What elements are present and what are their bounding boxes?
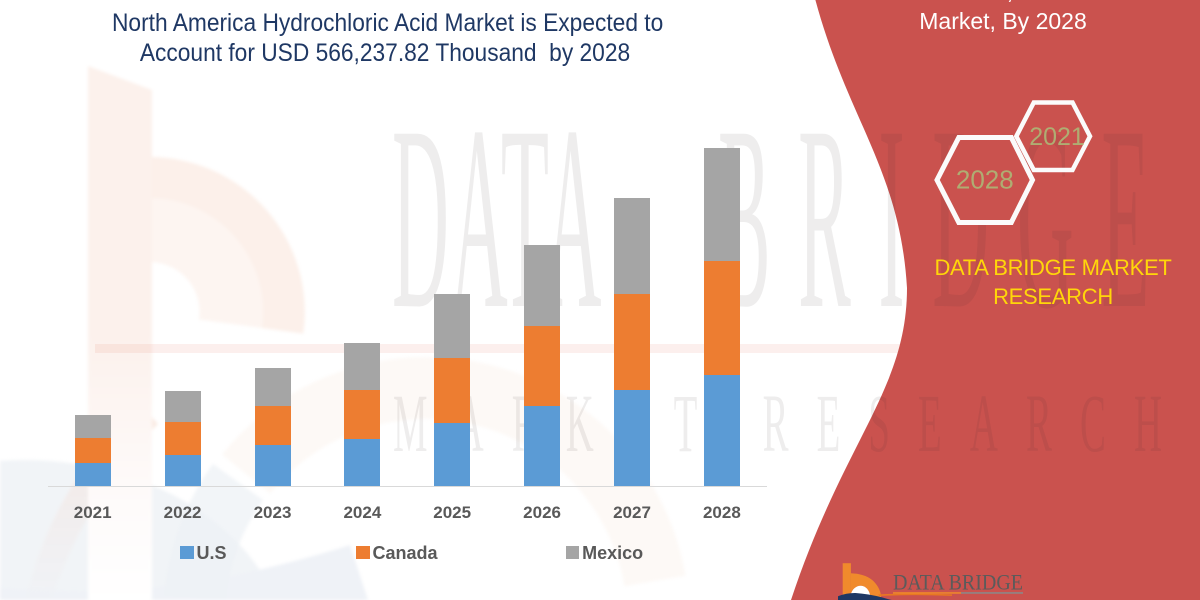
svg-text:2021: 2021 (1029, 123, 1085, 151)
svg-text:2028: 2028 (956, 165, 1014, 195)
svg-text:DATA BRIDGE: DATA BRIDGE (893, 570, 1023, 595)
svg-text:MARKET RESEARCH: MARKET RESEARCH (893, 598, 1023, 600)
